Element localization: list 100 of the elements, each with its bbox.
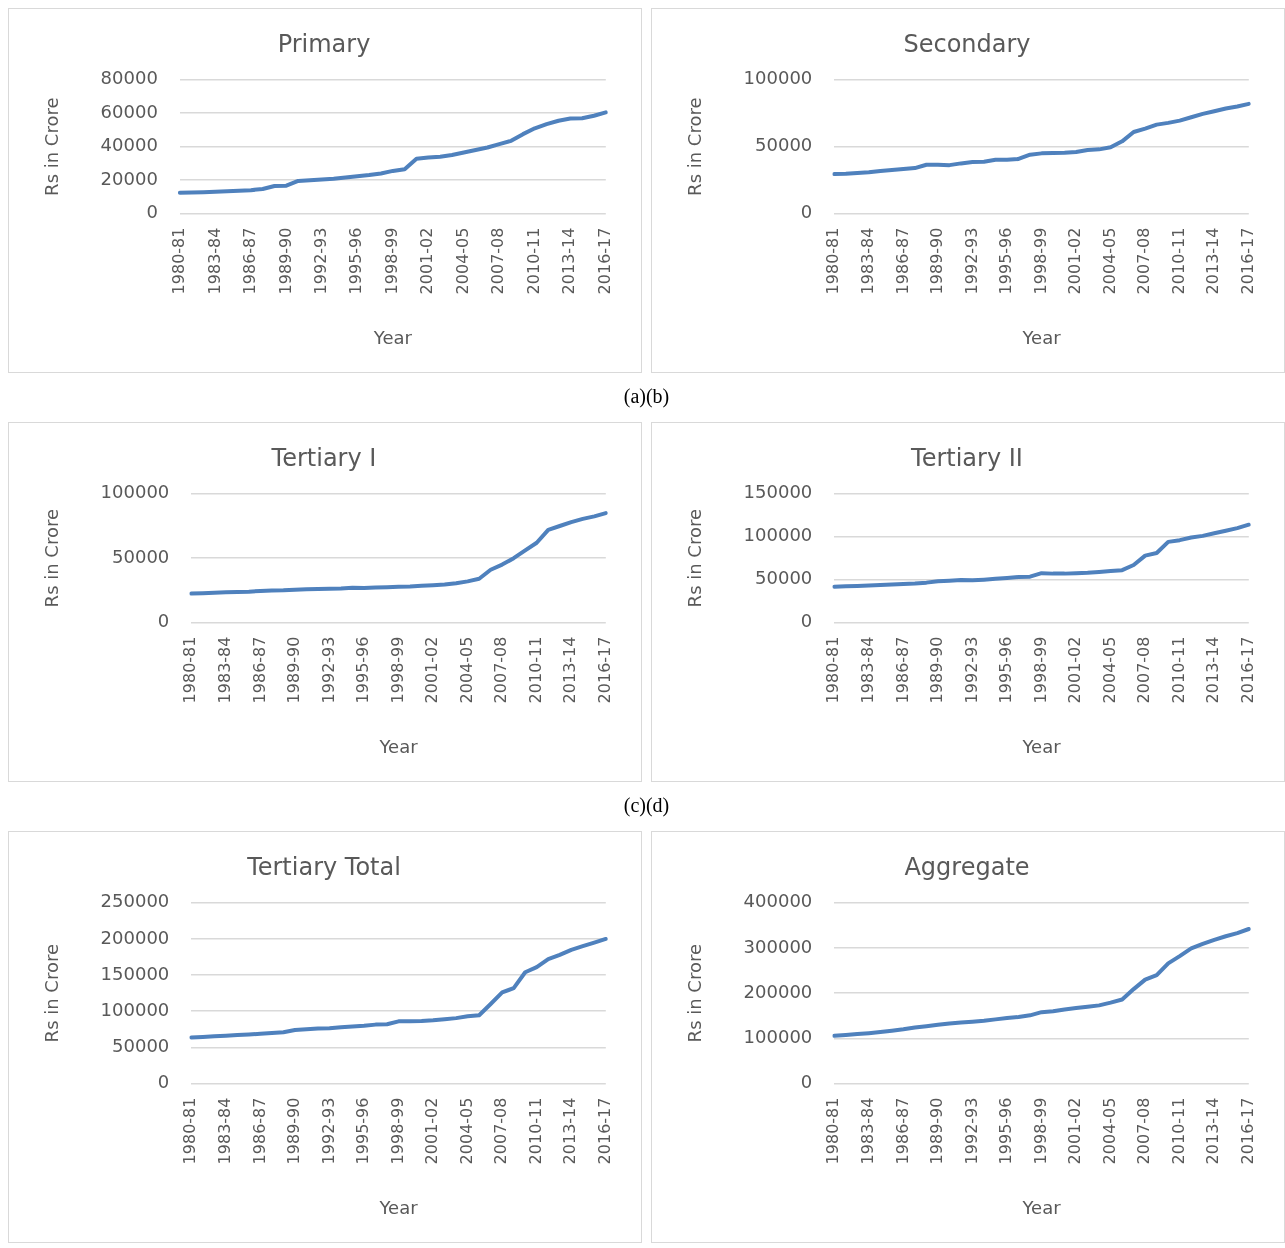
x-tick-label: 2013-14 xyxy=(559,227,579,295)
y-tick-label: 150000 xyxy=(100,962,170,984)
y-tick-label: 20000 xyxy=(100,167,158,189)
x-tick-label: 2004-05 xyxy=(1099,227,1119,295)
x-tick-label: 2013-14 xyxy=(560,1097,580,1165)
x-tick-label: 1992-93 xyxy=(318,636,338,704)
x-tick-label: 2004-05 xyxy=(1099,636,1119,704)
y-tick-label: 200000 xyxy=(100,926,170,948)
x-tick-label: 1980-81 xyxy=(180,1097,200,1165)
y-axis-title: Rs in Crore xyxy=(684,943,706,1043)
y-tick-label: 40000 xyxy=(100,134,158,156)
x-tick-label: 1998-99 xyxy=(1030,1097,1050,1165)
y-tick-label: 100000 xyxy=(743,67,813,89)
x-tick-label: 2001-02 xyxy=(1065,1097,1085,1165)
y-tick-label: 0 xyxy=(800,201,813,223)
x-tick-label: 2016-17 xyxy=(1237,1097,1257,1165)
x-tick-label: 2007-08 xyxy=(491,636,511,704)
x-tick-label: 1980-81 xyxy=(180,636,200,704)
x-tick-label: 2016-17 xyxy=(1237,636,1257,704)
y-tick-label: 400000 xyxy=(743,890,813,912)
x-tick-label: 2001-02 xyxy=(417,227,437,295)
chart-title: Tertiary I xyxy=(270,443,377,472)
x-tick-label: 1995-96 xyxy=(996,1097,1016,1165)
x-tick-label: 2007-08 xyxy=(1134,227,1154,295)
x-tick-label: 1989-90 xyxy=(275,227,295,295)
x-tick-label: 1992-93 xyxy=(961,636,981,704)
x-tick-label: 2001-02 xyxy=(1065,227,1085,295)
x-tick-label: 1992-93 xyxy=(318,1097,338,1165)
y-tick-label: 250000 xyxy=(100,890,170,912)
y-tick-label: 80000 xyxy=(100,67,158,89)
y-axis-title: Rs in Crore xyxy=(684,97,706,196)
x-tick-label: 1986-87 xyxy=(892,636,912,704)
x-tick-label: 2004-05 xyxy=(452,227,472,295)
x-tick-label: 2016-17 xyxy=(594,636,614,704)
x-axis-title: Year xyxy=(1021,1196,1062,1218)
x-tick-label: 2007-08 xyxy=(488,227,508,295)
x-tick-label: 2010-11 xyxy=(525,1097,545,1165)
chart-title: Tertiary II xyxy=(910,443,1023,472)
x-tick-label: 2013-14 xyxy=(1203,1097,1223,1165)
y-tick-label: 0 xyxy=(146,201,158,223)
x-tick-label: 1986-87 xyxy=(249,636,269,704)
x-tick-label: 1983-84 xyxy=(215,1097,235,1165)
y-tick-label: 100000 xyxy=(100,481,170,503)
y-axis-title: Rs in Crore xyxy=(41,508,63,608)
x-tick-label: 1983-84 xyxy=(858,1097,878,1165)
x-tick-label: 1992-93 xyxy=(311,227,330,295)
x-axis-title: Year xyxy=(1021,735,1062,757)
x-tick-label: 1995-96 xyxy=(996,227,1016,295)
x-tick-label: 1998-99 xyxy=(381,227,401,295)
x-tick-label: 1986-87 xyxy=(249,1097,269,1165)
x-tick-label: 2013-14 xyxy=(1203,636,1223,704)
y-tick-label: 0 xyxy=(800,610,813,632)
x-tick-label: 1992-93 xyxy=(961,227,981,295)
y-tick-label: 200000 xyxy=(743,980,813,1002)
x-tick-label: 2004-05 xyxy=(1099,1097,1119,1165)
x-tick-label: 2007-08 xyxy=(1134,636,1154,704)
x-tick-label: 1989-90 xyxy=(284,636,304,704)
x-tick-label: 2010-11 xyxy=(523,227,543,295)
x-tick-label: 1980-81 xyxy=(169,227,189,295)
x-tick-label: 1980-81 xyxy=(823,227,843,295)
x-axis-title: Year xyxy=(372,326,413,348)
x-tick-label: 2010-11 xyxy=(1168,227,1188,295)
x-tick-label: 1983-84 xyxy=(858,636,878,704)
x-tick-label: 1989-90 xyxy=(927,227,947,295)
y-tick-label: 50000 xyxy=(112,545,170,567)
y-tick-label: 300000 xyxy=(743,935,813,957)
x-tick-label: 1995-96 xyxy=(346,227,366,295)
x-tick-label: 2007-08 xyxy=(1134,1097,1154,1165)
x-tick-label: 1989-90 xyxy=(927,636,947,704)
x-tick-label: 2010-11 xyxy=(525,636,545,704)
x-tick-label: 1980-81 xyxy=(823,636,843,704)
x-tick-label: 2001-02 xyxy=(1065,636,1085,704)
x-tick-label: 1980-81 xyxy=(823,1097,843,1165)
x-tick-label: 1998-99 xyxy=(1030,227,1050,295)
x-tick-label: 1989-90 xyxy=(927,1097,947,1165)
x-axis-title: Year xyxy=(378,1196,419,1218)
y-tick-label: 50000 xyxy=(755,134,813,156)
x-tick-label: 2004-05 xyxy=(456,636,476,704)
x-tick-label: 1983-84 xyxy=(204,227,224,295)
y-axis-title: Rs in Crore xyxy=(41,943,63,1043)
x-tick-label: 2016-17 xyxy=(594,1097,614,1165)
x-tick-label: 2010-11 xyxy=(1168,1097,1188,1165)
x-tick-label: 1998-99 xyxy=(1030,636,1050,704)
x-tick-label: 1986-87 xyxy=(892,1097,912,1165)
x-tick-label: 1995-96 xyxy=(353,636,373,704)
y-tick-label: 100000 xyxy=(743,1026,813,1048)
x-tick-label: 1998-99 xyxy=(387,636,407,704)
chart-title: Tertiary Total xyxy=(246,852,401,881)
chart-title: Primary xyxy=(277,29,371,58)
y-axis-title: Rs in Crore xyxy=(684,508,706,608)
chart-title: Aggregate xyxy=(904,852,1030,881)
x-tick-label: 1986-87 xyxy=(240,227,260,295)
x-tick-label: 1995-96 xyxy=(353,1097,373,1165)
x-tick-label: 1998-99 xyxy=(387,1097,407,1165)
y-tick-label: 0 xyxy=(157,610,170,632)
y-tick-label: 50000 xyxy=(112,1035,170,1057)
x-tick-label: 1983-84 xyxy=(215,636,235,704)
y-tick-label: 150000 xyxy=(743,481,813,503)
x-tick-label: 2016-17 xyxy=(594,227,614,295)
x-axis-title: Year xyxy=(378,735,419,757)
